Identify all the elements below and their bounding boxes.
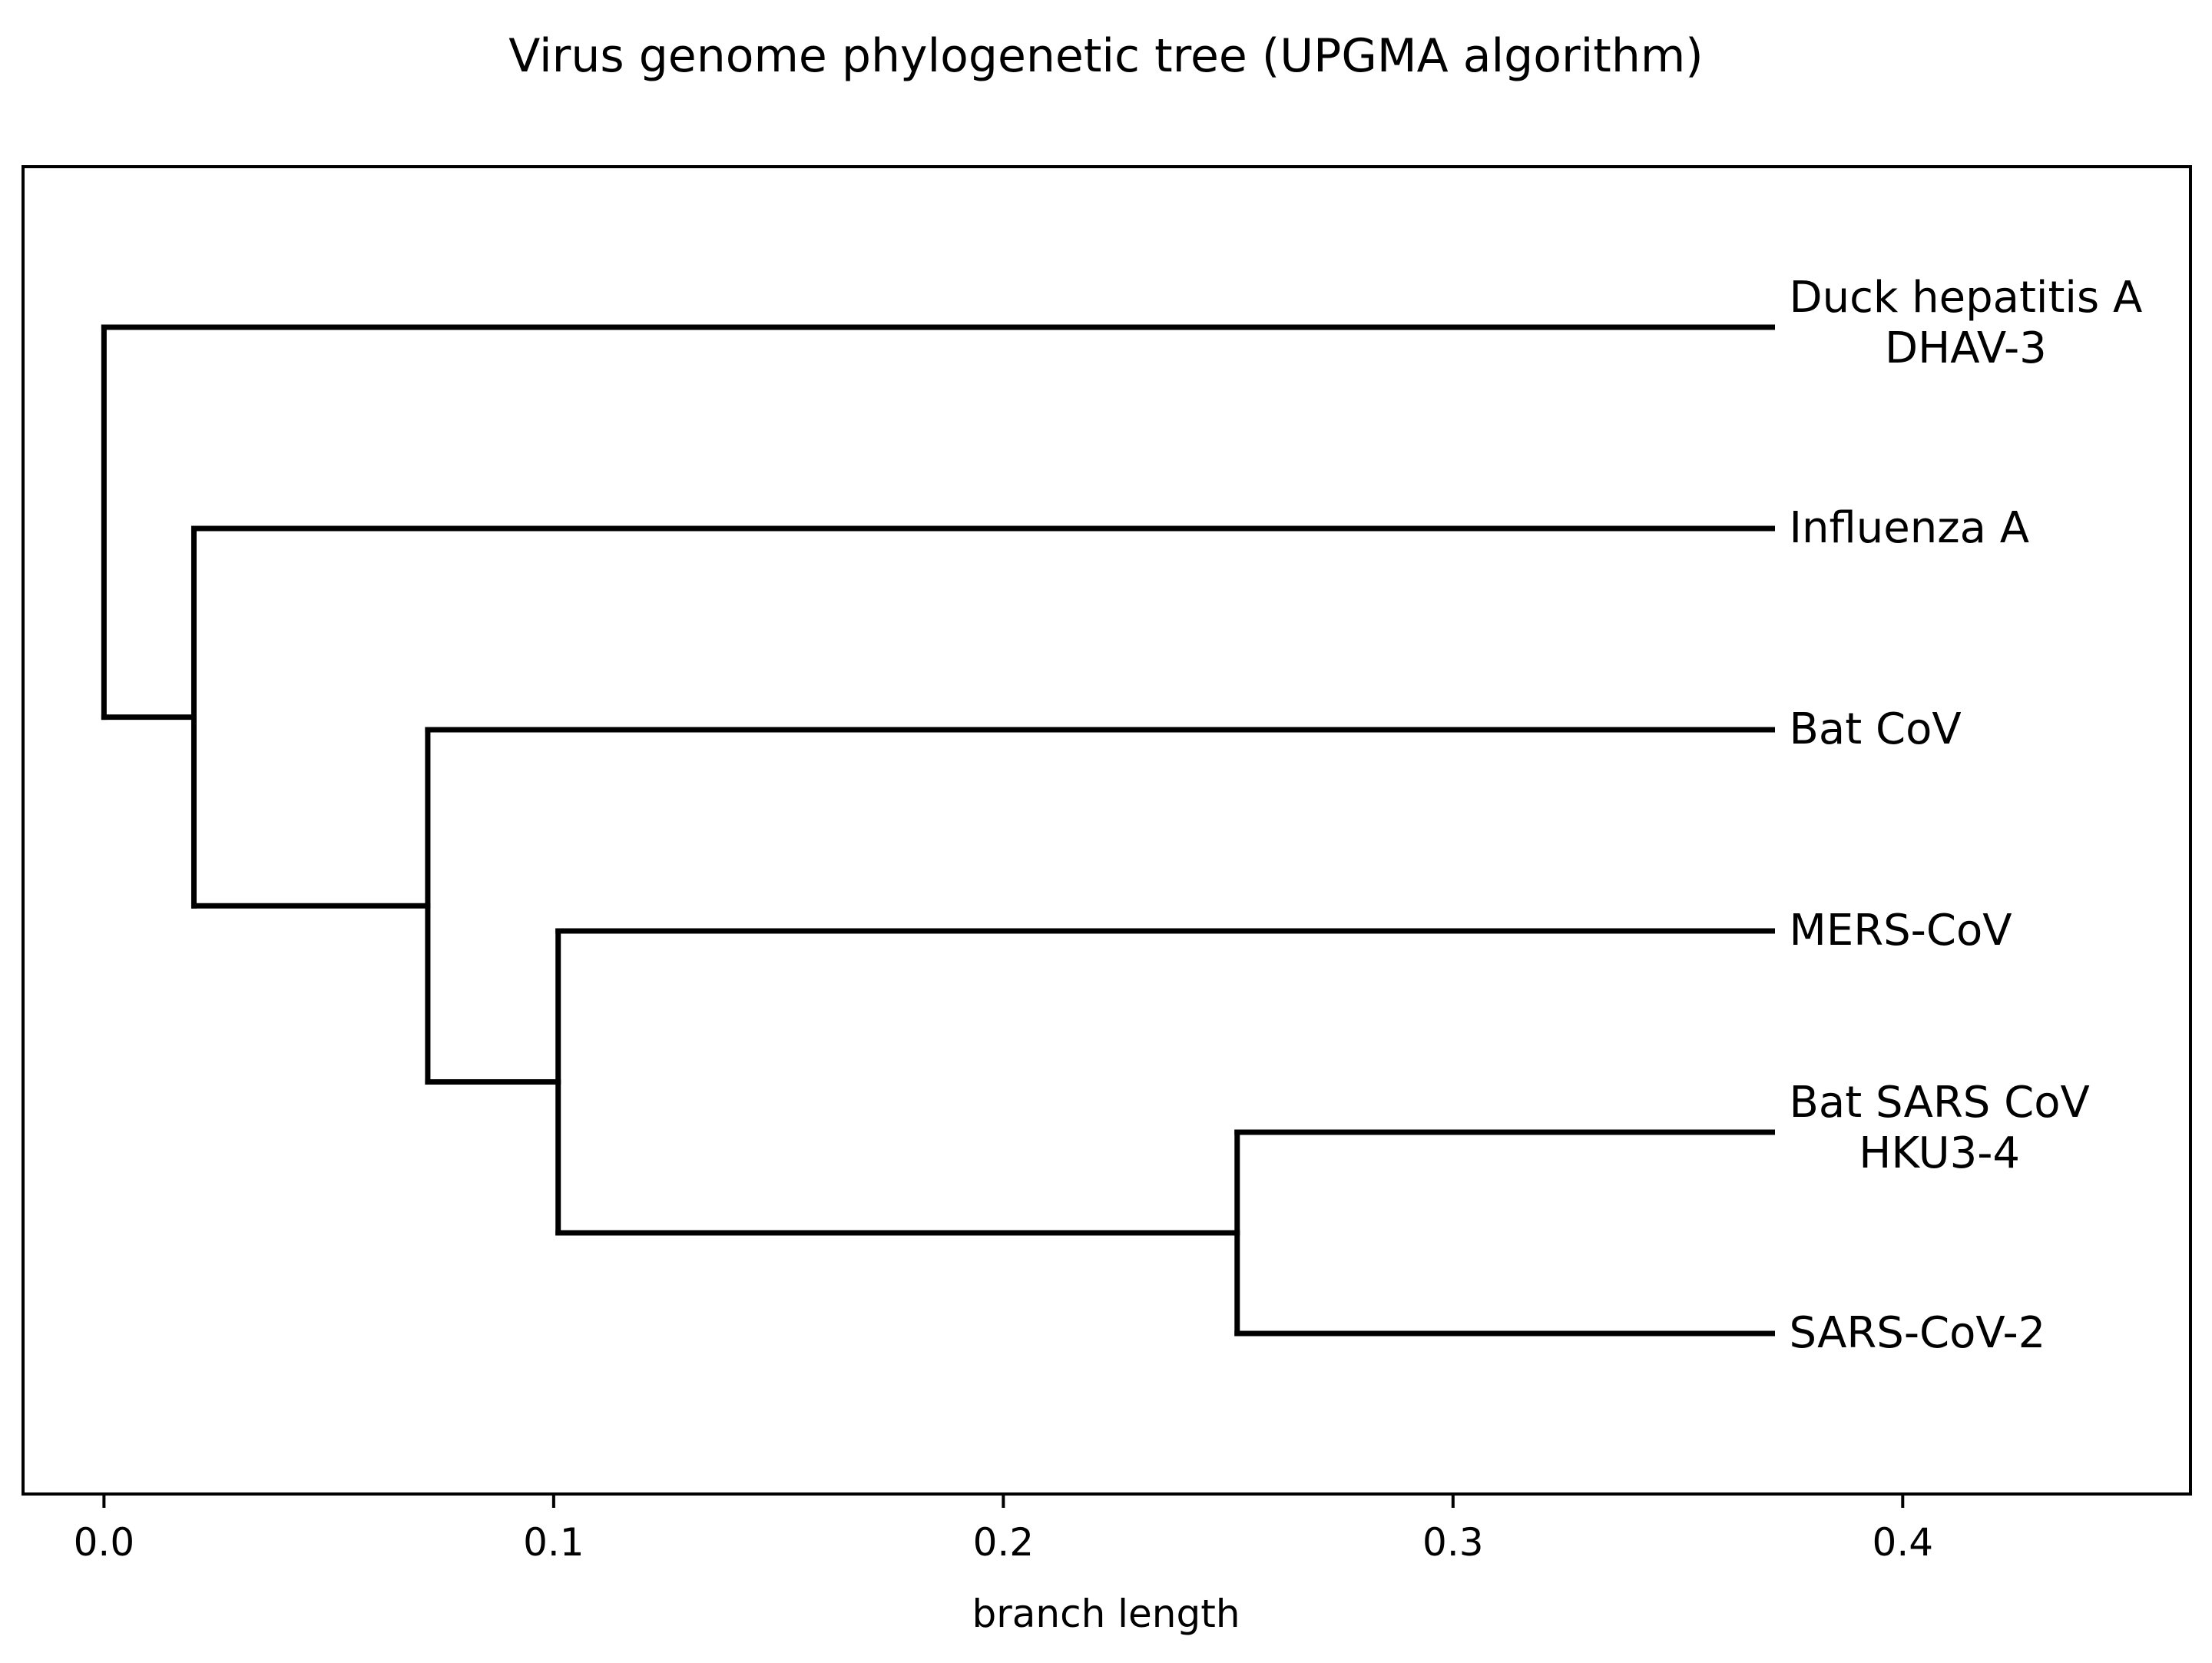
leaf-labels: Duck hepatitis A DHAV-3 Influenza A Bat CoV… — [1790, 273, 2143, 1358]
chart-title: Virus genome phylogenetic tree (UPGMA al… — [508, 29, 1703, 83]
tree-branches — [101, 324, 1776, 1337]
leaf-label-3: MERS-CoV — [1790, 906, 2012, 956]
plot-frame — [22, 165, 2192, 1496]
x-tick-label-1: 0.1 — [523, 1520, 584, 1565]
leaf-label-0: Duck hepatitis A DHAV-3 — [1790, 273, 2143, 373]
leaf-label-4: Bat SARS CoV HKU3-4 — [1790, 1078, 2090, 1178]
x-axis-ticks: 0.0 0.1 0.2 0.3 0.4 — [74, 1494, 1933, 1565]
leaf-label-0-line-1: DHAV-3 — [1885, 323, 2047, 373]
leaf-label-1: Influenza A — [1790, 503, 2030, 553]
x-tick-label-0: 0.0 — [74, 1520, 135, 1565]
leaf-label-4-line-0: Bat SARS CoV — [1790, 1078, 2090, 1128]
leaf-label-5: SARS-CoV-2 — [1790, 1308, 2046, 1358]
x-axis-label: branch length — [972, 1592, 1240, 1636]
x-tick-label-3: 0.3 — [1422, 1520, 1484, 1565]
leaf-label-4-line-1: HKU3-4 — [1859, 1128, 2020, 1178]
x-tick-label-4: 0.4 — [1873, 1520, 1934, 1565]
leaf-label-2: Bat CoV — [1790, 704, 1962, 754]
x-tick-label-2: 0.2 — [973, 1520, 1035, 1565]
leaf-label-0-line-0: Duck hepatitis A — [1790, 273, 2143, 323]
